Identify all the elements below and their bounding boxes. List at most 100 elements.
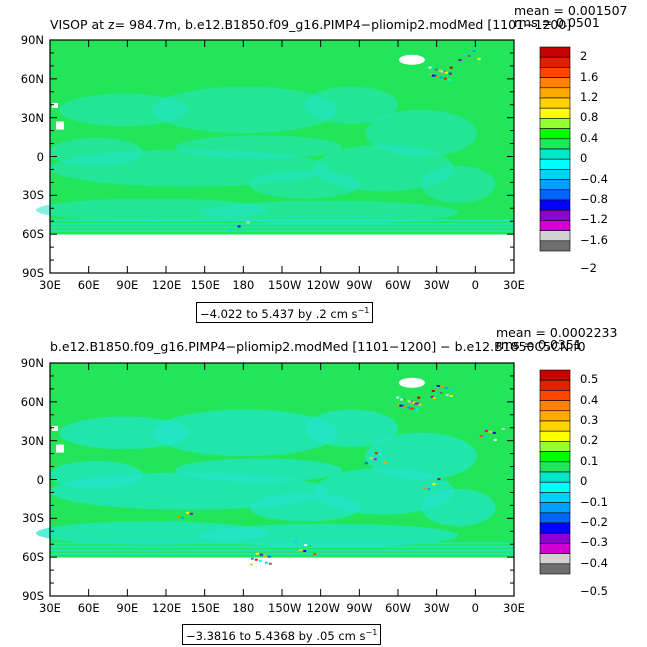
anomaly-cell (412, 401, 416, 404)
anomaly-cell (294, 541, 298, 544)
ocean-region (198, 523, 459, 548)
anomaly-cell (410, 400, 414, 403)
colorbar-box (539, 563, 571, 575)
lat-label: 60N (20, 71, 44, 86)
colorbar-box (539, 410, 571, 422)
southern-band (50, 226, 514, 229)
colorbar-label: −0.1 (580, 494, 608, 509)
ice-patch (56, 444, 64, 453)
lon-label: 180 (232, 601, 255, 615)
colorbar-box (539, 158, 571, 170)
anomaly-cell (488, 430, 492, 433)
colorbar-box (539, 128, 571, 140)
colorbar-box (539, 77, 571, 89)
lat-label: 60S (22, 227, 44, 242)
anomaly-cell (237, 225, 241, 228)
lon-label: 30E (39, 278, 61, 292)
lon-label: 60E (77, 601, 100, 615)
ocean-region (365, 432, 477, 480)
anomaly-cell (396, 396, 400, 399)
colorbar-box (539, 169, 571, 180)
panel-title: VISOP at z= 984.7m, b.e12.B1850.f09_g16.… (50, 17, 572, 32)
colorbar-label: 0 (580, 151, 588, 166)
anomaly-cell (364, 462, 368, 465)
anomaly-cell (400, 398, 404, 401)
ice-patch (56, 121, 64, 130)
lon-label: 150W (268, 601, 302, 615)
map-plot-2 (36, 362, 571, 597)
anomaly-cell (428, 66, 432, 69)
southern-band (50, 549, 514, 552)
colorbar-box (539, 400, 571, 412)
ocean-region (59, 93, 190, 127)
anomaly-cell (416, 402, 420, 405)
lon-label: 150E (190, 601, 220, 615)
colorbar-box (539, 240, 571, 252)
lat-label: 90N (20, 33, 44, 47)
lat-label: 0 (36, 149, 44, 164)
anomaly-cell (497, 426, 501, 429)
anomaly-cell (264, 561, 268, 564)
colorbar-label: 0.8 (580, 110, 599, 125)
ocean-region (305, 409, 398, 447)
colorbar-box (539, 532, 571, 544)
contour-range-box: −4.022 to 5.437 by .2 cm s−1 (196, 302, 374, 323)
ocean-region (305, 86, 398, 124)
southern-band (50, 542, 514, 545)
anomaly-cell (467, 54, 471, 57)
colorbar-box (539, 471, 571, 483)
anomaly-cell (267, 555, 271, 558)
lat-label: 30S (22, 511, 44, 526)
ocean-region (59, 416, 190, 450)
anomaly-cell (441, 392, 445, 395)
colorbar-label: −0.5 (580, 584, 608, 599)
anomaly-cell (447, 78, 451, 81)
anomaly-cell (374, 452, 378, 455)
colorbar-box (539, 230, 571, 242)
range-text: −4.022 to 5.437 by .2 cm s (200, 306, 358, 321)
anomaly-cell (417, 396, 421, 399)
colorbar-box (539, 390, 571, 401)
anomaly-cell (407, 406, 411, 409)
lat-label: 30N (20, 110, 44, 125)
ice-patch (398, 54, 425, 65)
southern-band (50, 545, 514, 548)
colorbar-box (539, 512, 571, 524)
anomaly-cell (299, 549, 303, 552)
anomaly-cell (493, 438, 497, 441)
colorbar-box (539, 199, 571, 211)
anomaly-cell (449, 394, 453, 397)
anomaly-cell (430, 67, 434, 70)
lon-label: 60E (77, 278, 100, 292)
lat-label: 30S (22, 188, 44, 203)
colorbar-box (539, 492, 571, 503)
ice-patch (52, 425, 58, 431)
ocean-region (152, 86, 338, 134)
anomaly-cell (442, 70, 446, 73)
colorbar-box (539, 461, 571, 473)
ocean-region (421, 165, 496, 204)
southern-band (50, 552, 514, 555)
lon-label: 0 (471, 601, 479, 615)
anomaly-cell (176, 515, 180, 518)
colorbar-label: 1.6 (580, 69, 599, 84)
colorbar-label: −1.2 (580, 212, 608, 227)
ocean-region (198, 200, 459, 225)
lon-label: 120E (152, 601, 182, 615)
anomaly-cell (255, 552, 259, 555)
colorbar-label: −2 (580, 261, 597, 276)
lon-label: 30W (423, 601, 450, 615)
anomaly-cell (404, 399, 408, 402)
anomaly-cell (441, 479, 445, 482)
anomaly-cell (304, 544, 308, 547)
colorbar-label: 0 (580, 474, 588, 489)
anomaly-cell (402, 398, 406, 401)
anomaly-cell (263, 554, 267, 557)
ocean-region (249, 493, 361, 522)
colorbar-box (539, 209, 571, 221)
anomaly-cell (406, 399, 410, 402)
anomaly-cell (411, 407, 415, 410)
anomaly-cell (437, 478, 441, 481)
lon-label: 90W (346, 278, 373, 292)
lon-label: 90E (116, 601, 139, 615)
